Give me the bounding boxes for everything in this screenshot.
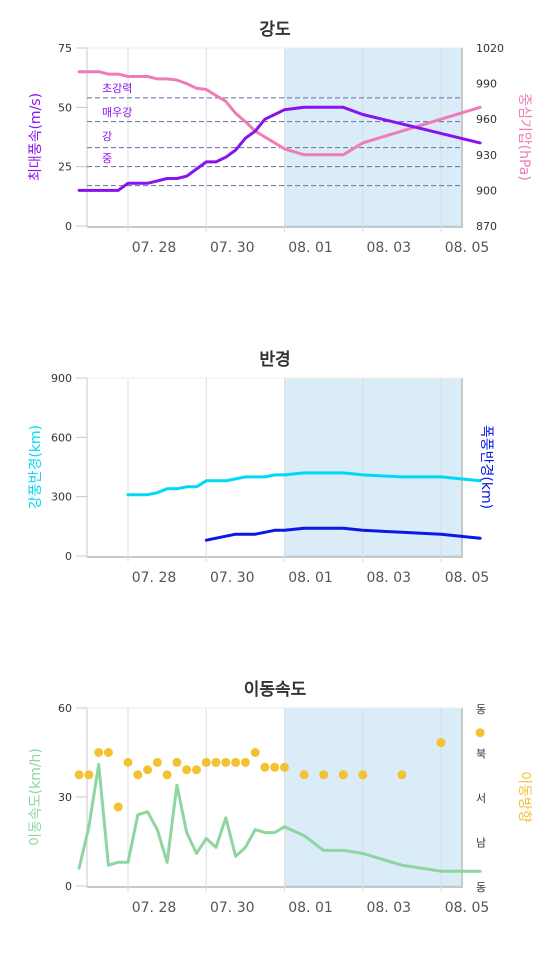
chart-title: 반경 [259,350,290,370]
direction-point [358,770,368,780]
x-tick-label: 07. 28 [132,240,177,256]
x-tick-label: 07. 28 [132,570,177,586]
x-tick-label: 08. 03 [366,900,411,916]
direction-point [280,762,289,772]
direction-point [162,770,172,780]
y-left-axis-label: 이동속도(km/h) [28,748,44,846]
y-right-tick-label: 1020 [476,42,504,55]
y-left-tick-label: 0 [65,220,72,233]
direction-point [221,757,231,767]
x-tick-label: 07. 30 [210,900,255,916]
y-right-tick-label: 서 [476,792,486,805]
direction-point [397,770,407,780]
direction-point [152,757,162,767]
direction-point [123,757,133,767]
x-tick-label: 08. 05 [445,240,490,256]
chart-title: 이동속도 [244,680,307,700]
y-right-tick-label: 900 [476,184,497,197]
y-right-tick-label: 동 [476,881,486,894]
direction-point [201,757,211,767]
y-right-tick-label: 870 [476,220,497,233]
storm-radius-line [204,526,482,542]
direction-point [299,770,309,780]
y-left-tick-label: 900 [51,372,72,385]
x-tick-label: 08. 01 [288,900,333,916]
y-left-tick-label: 600 [51,431,72,444]
y-left-tick-label: 0 [65,880,72,893]
direction-point [182,765,192,775]
direction-point [133,770,143,780]
y-right-tick-label: 930 [476,149,497,162]
threshold-label: 매우강 [102,106,132,119]
direction-point [94,748,104,757]
y-left-tick-label: 60 [58,702,72,715]
direction-point [436,738,446,748]
y-right-axis-label: 중심기압(hPa) [516,93,532,181]
pressure-line [77,70,482,157]
direction-point [240,757,250,767]
direction-point [192,765,201,775]
gale-radius-line [126,471,482,497]
y-right-tick-label: 북 [476,748,486,761]
y-right-tick-label: 동 [476,703,486,716]
x-tick-label: 07. 30 [210,240,255,256]
y-left-tick-label: 50 [58,101,72,114]
forecast-band [284,47,463,227]
y-right-tick-label: 남 [476,837,486,850]
direction-point [319,770,329,780]
x-tick-label: 08. 03 [366,240,411,256]
x-tick-label: 07. 28 [132,900,177,916]
direction-point [74,770,84,780]
threshold-label: 초강력 [102,82,132,95]
chart-title: 강도 [259,20,291,40]
direction-point [84,770,94,780]
forecast-band [284,707,463,887]
y-right-axis-label: 이동방향 [516,771,532,823]
y-left-tick-label: 300 [51,491,72,504]
y-left-tick-label: 75 [58,42,72,55]
y-right-tick-label: 960 [476,113,497,126]
direction-point [103,748,113,757]
radius-chart: 반경 07. 28 07. 30 08. 01 08. 03 08. 05 0 300 600 9… [28,350,494,586]
y-left-tick-label: 0 [65,550,72,563]
y-left-tick-label: 25 [58,161,72,174]
direction-point [211,757,221,767]
threshold-label: 중 [102,152,112,165]
max-wind-line [77,105,482,192]
direction-point [172,757,182,767]
movement-speed-chart: 이동속도 07. 28 07. 30 08. 01 08. 03 08. 05 0 30 60 동… [28,680,532,916]
direction-point [338,770,348,780]
y-right-tick-label: 990 [476,78,497,91]
x-tick-label: 08. 03 [366,570,411,586]
direction-point [260,762,270,772]
direction-point [113,802,123,812]
threshold-label: 강 [102,130,112,143]
direction-point [475,728,485,738]
y-left-tick-label: 30 [58,791,72,804]
x-tick-label: 08. 01 [288,570,333,586]
direction-point [270,762,280,772]
y-left-axis-label: 강풍반경(km) [28,425,44,509]
x-tick-label: 07. 30 [210,570,255,586]
y-right-axis-label: 폭풍반경(km) [478,425,494,509]
x-tick-label: 08. 01 [288,240,333,256]
x-tick-label: 08. 05 [445,900,490,916]
direction-point [231,757,241,767]
direction-point [143,765,153,775]
x-tick-label: 08. 05 [445,570,490,586]
direction-point [250,748,260,757]
movement-speed-line [77,762,482,873]
y-left-axis-label: 최대풍속(m/s) [28,93,44,181]
intensity-chart: 강도 07. 28 07. 30 08. 01 08. 03 08. 05 0 25 50 75 초… [28,20,532,256]
